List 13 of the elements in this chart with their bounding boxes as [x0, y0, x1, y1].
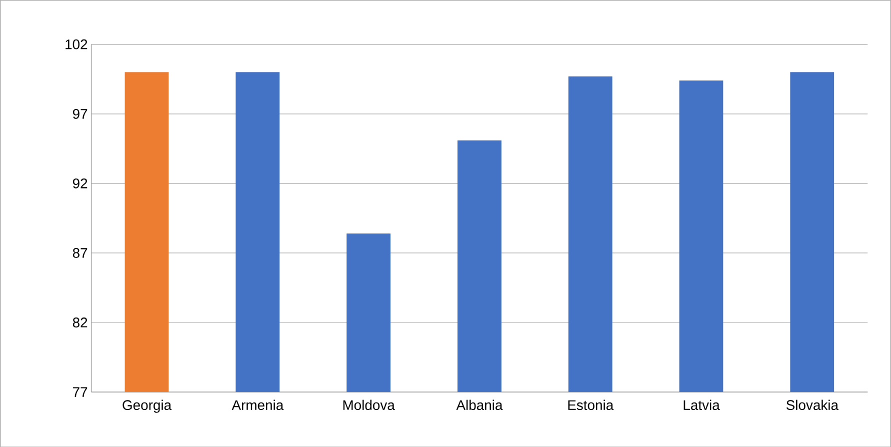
x-tick-label: Georgia [122, 400, 172, 413]
y-tick-label: 82 [72, 317, 88, 328]
y-tick-label: 97 [72, 108, 88, 119]
y-tick-label: 87 [72, 248, 88, 258]
x-tick-label: Albania [456, 400, 503, 410]
x-tick-label: Latvia [684, 400, 720, 410]
y-tick-label: 102 [66, 39, 88, 50]
x-tick-label: Slovakia [786, 400, 838, 410]
x-tick-label: Armenia [232, 400, 284, 410]
y-tick-label: 77 [73, 387, 88, 397]
y-tick-label: 92 [72, 178, 88, 188]
x-tick-label: Estonia [568, 400, 614, 410]
x-tick-label: Moldova [343, 400, 395, 410]
